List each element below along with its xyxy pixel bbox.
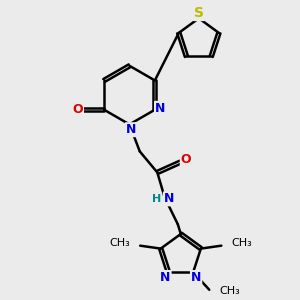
Text: O: O [181, 153, 191, 167]
Text: N: N [164, 192, 174, 206]
Text: H: H [152, 194, 161, 204]
Text: O: O [72, 103, 83, 116]
Text: CH₃: CH₃ [109, 238, 130, 248]
Text: N: N [155, 102, 165, 115]
Text: N: N [160, 271, 171, 284]
Text: S: S [194, 6, 204, 20]
Text: N: N [126, 123, 136, 136]
Text: N: N [191, 271, 201, 284]
Text: CH₃: CH₃ [232, 238, 252, 248]
Text: CH₃: CH₃ [220, 286, 240, 296]
